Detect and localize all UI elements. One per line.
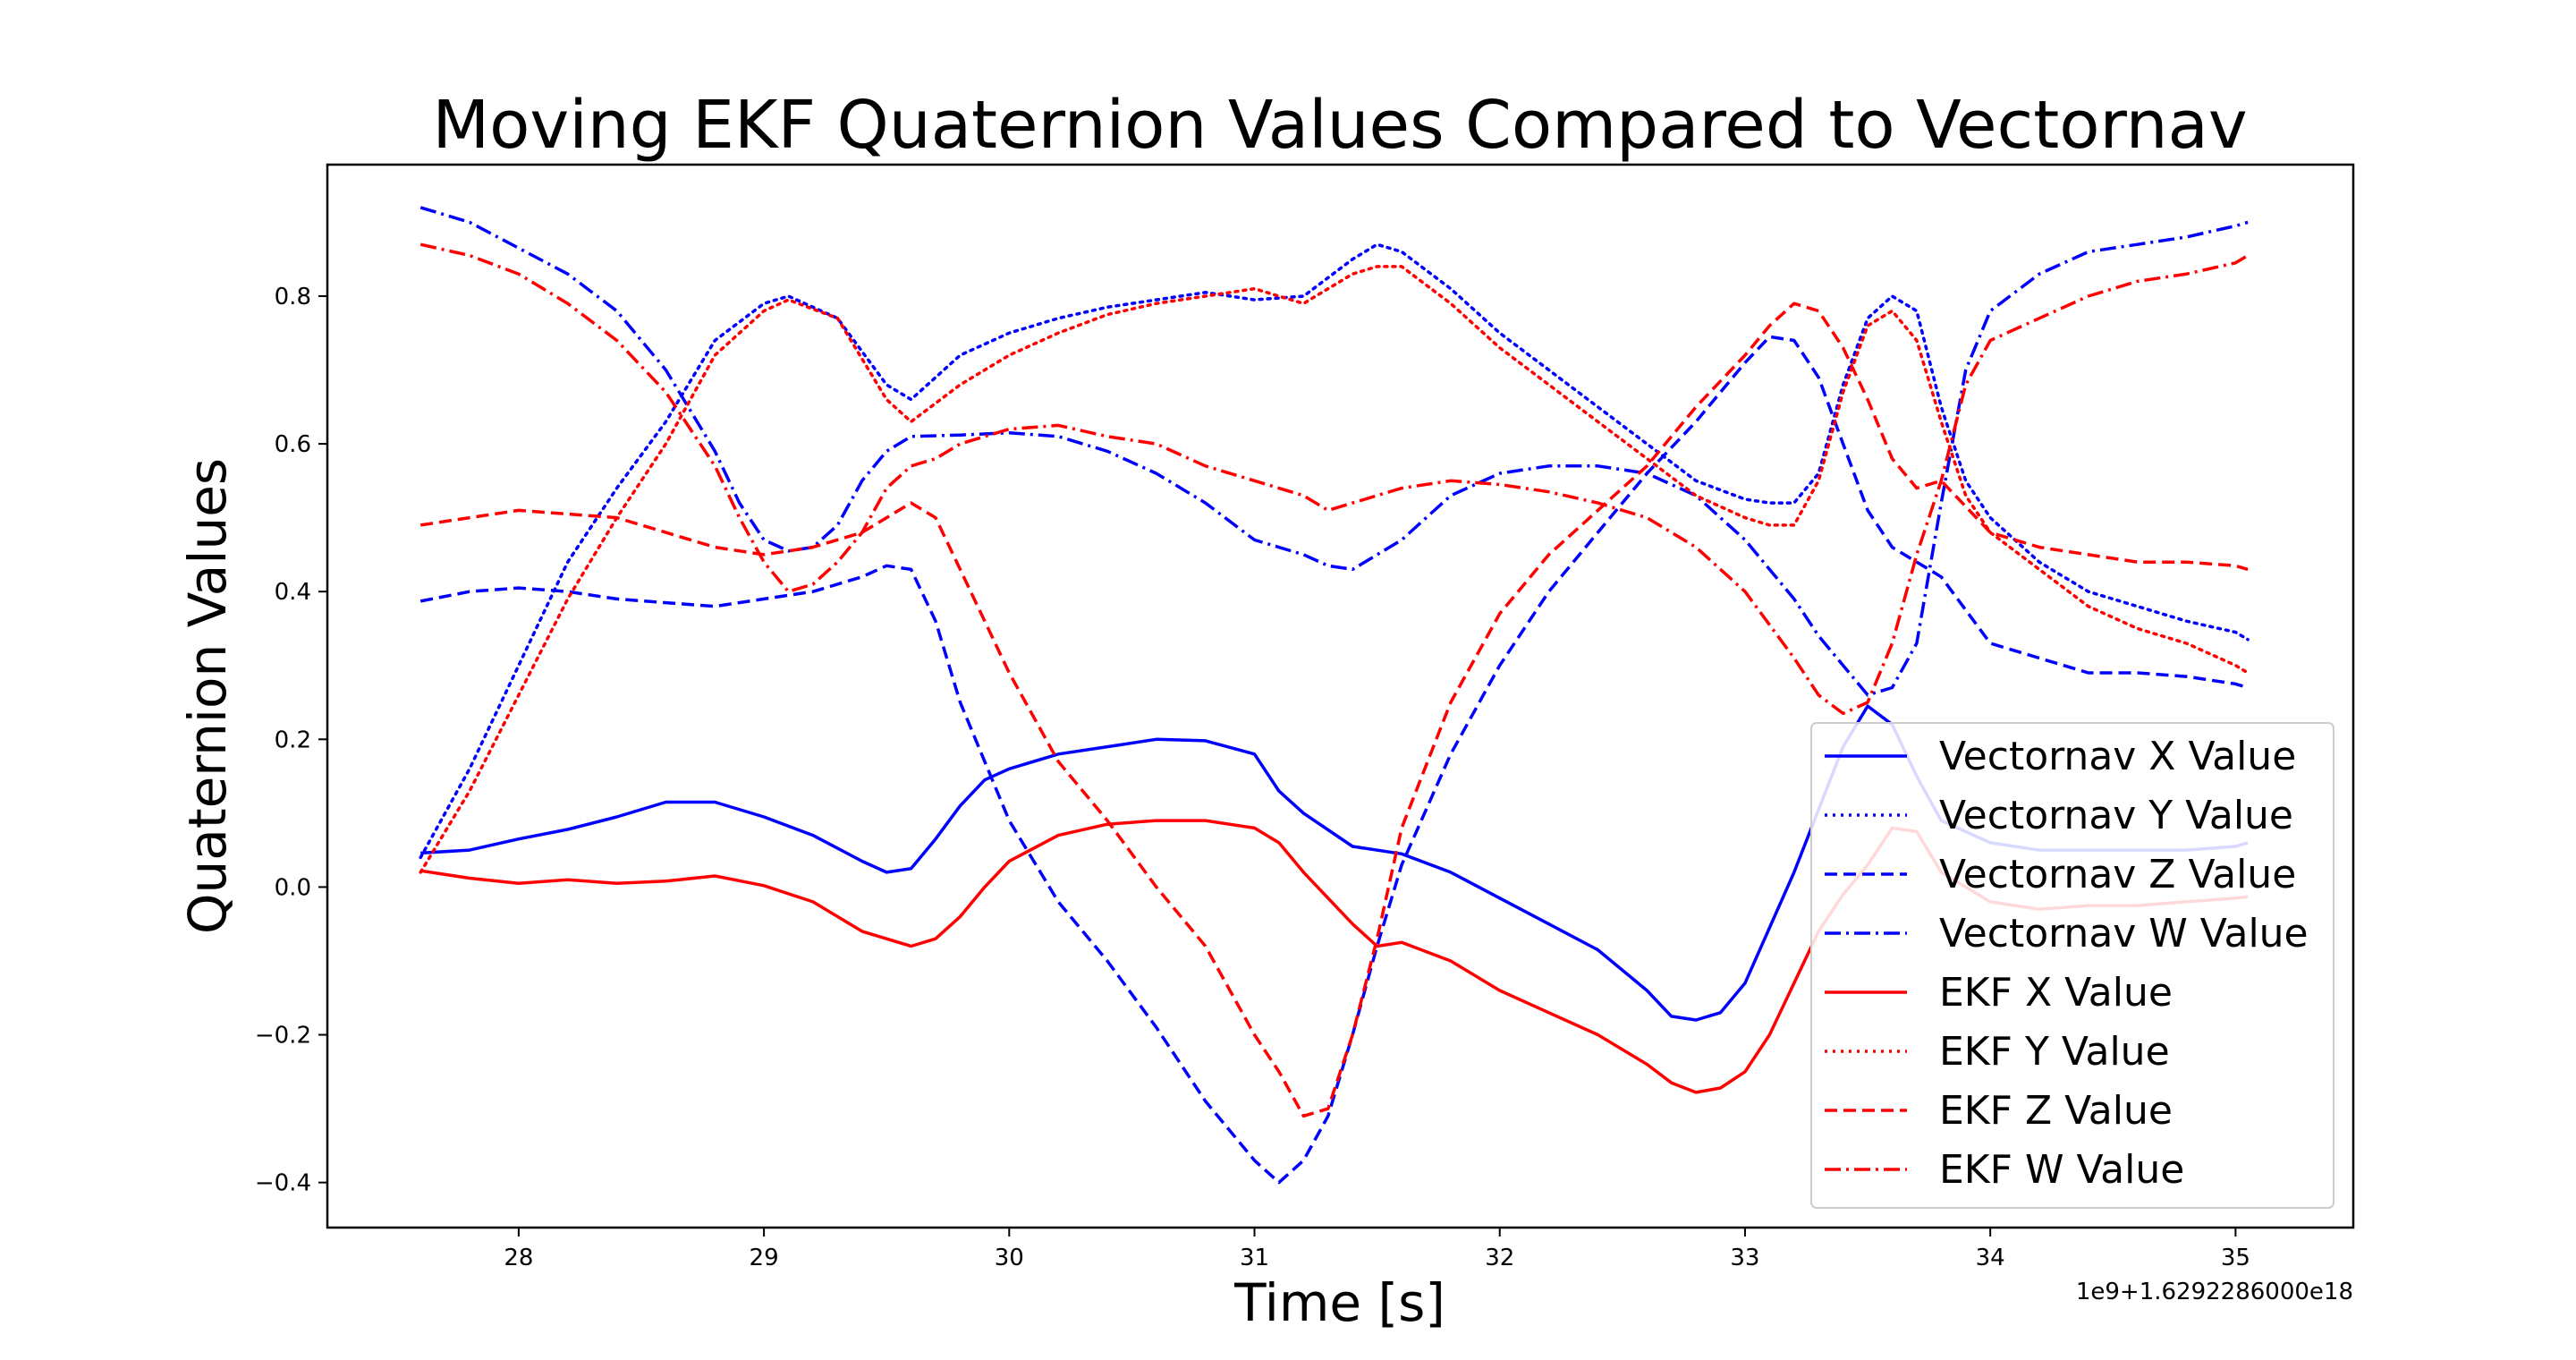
x-tick-label: 29 bbox=[750, 1245, 779, 1271]
x-tick-label: 35 bbox=[2221, 1245, 2250, 1271]
x-tick-label: 28 bbox=[504, 1245, 533, 1271]
series-line-vectornav-y-value bbox=[419, 242, 2250, 860]
y-tick-label: 0.6 bbox=[275, 431, 311, 458]
y-tick-label: −0.4 bbox=[255, 1170, 311, 1197]
x-axis: 28 29 30 31 32 33 34 35 bbox=[504, 1228, 2250, 1271]
legend-label: EKF Y Value bbox=[1939, 1029, 2170, 1075]
y-tick-label: −0.2 bbox=[255, 1023, 311, 1050]
series-line-vectornav-w-value bbox=[419, 206, 2249, 697]
x-tick-label: 30 bbox=[995, 1245, 1024, 1271]
legend-label: Vectornav X Value bbox=[1939, 734, 2296, 779]
legend: Vectornav X Value Vectornav Y Value Vector… bbox=[1810, 722, 2334, 1209]
x-tick-label: 31 bbox=[1240, 1245, 1269, 1271]
y-tick-label: 0.8 bbox=[275, 284, 311, 310]
legend-label: Vectornav Z Value bbox=[1939, 852, 2296, 897]
legend-label: EKF Z Value bbox=[1939, 1088, 2173, 1134]
legend-label: Vectornav Y Value bbox=[1939, 793, 2293, 838]
x-offset-label: 1e9+1.6292286000e18 bbox=[2076, 1279, 2353, 1305]
series-line-ekf-w-value bbox=[419, 242, 2250, 716]
y-axis: −0.4 −0.2 0.0 0.2 0.4 0.6 0.8 bbox=[255, 284, 327, 1197]
legend-label: Vectornav W Value bbox=[1939, 911, 2309, 956]
legend-items: Vectornav X Value Vectornav Y Value Vector… bbox=[1825, 734, 2309, 1193]
x-axis-label: Time [s] bbox=[1233, 1272, 1445, 1333]
series-line-vectornav-z-value bbox=[419, 335, 2249, 1185]
legend-label: EKF X Value bbox=[1939, 970, 2173, 1016]
legend-box bbox=[1810, 722, 2334, 1209]
y-axis-label: Quaternion Values bbox=[177, 458, 238, 934]
plot-frame bbox=[326, 163, 2355, 1229]
y-tick-label: 0.0 bbox=[275, 874, 311, 901]
y-tick-label: 0.4 bbox=[275, 579, 311, 606]
x-tick-label: 32 bbox=[1485, 1245, 1514, 1271]
x-tick-label: 34 bbox=[1976, 1245, 2005, 1271]
series-line-ekf-z-value bbox=[419, 302, 2249, 1118]
chart-title: Moving EKF Quaternion Values Compared to… bbox=[432, 87, 2247, 164]
x-tick-label: 33 bbox=[1730, 1245, 1759, 1271]
y-tick-label: 0.2 bbox=[275, 727, 311, 753]
legend-label: EKF W Value bbox=[1939, 1147, 2184, 1193]
